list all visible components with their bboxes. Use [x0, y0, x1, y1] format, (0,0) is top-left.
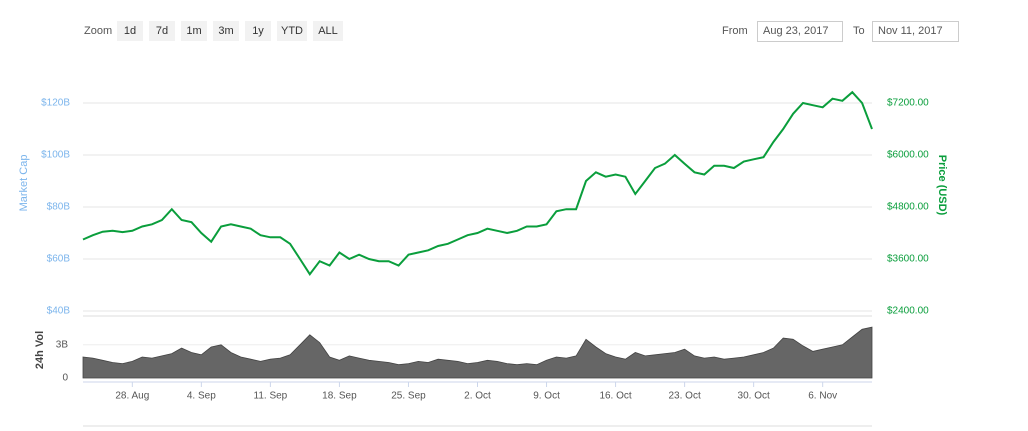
zoom-button-label[interactable]: 7d — [156, 25, 168, 37]
y2-axis-title: Price (USD) — [936, 155, 948, 216]
zoom-button-label[interactable]: ALL — [318, 25, 338, 37]
y-tick-label: $80B — [47, 202, 71, 213]
x-tick-label: 25. Sep — [391, 391, 426, 402]
zoom-button[interactable] — [277, 21, 307, 41]
volume-area — [82, 326, 873, 379]
y2-tick-label: $7200.00 — [887, 98, 929, 109]
to-date[interactable]: Nov 11, 2017 — [878, 25, 943, 37]
zoom-button[interactable] — [213, 21, 239, 41]
volume-axis-title: 24h Vol — [34, 331, 46, 369]
from-input[interactable] — [757, 21, 843, 42]
y2-tick-label: $2400.00 — [887, 306, 929, 317]
y-tick-label: 3B — [56, 339, 69, 350]
x-tick-label: 6. Nov — [808, 391, 837, 402]
y2-tick-label: $6000.00 — [887, 150, 929, 161]
x-tick-label: 2. Oct — [464, 391, 491, 402]
price-line — [82, 90, 873, 276]
y2-tick-label: $3600.00 — [887, 254, 929, 265]
to-label: To — [853, 25, 865, 37]
y-tick-label: $60B — [47, 254, 71, 265]
x-tick-label: 28. Aug — [115, 391, 149, 402]
x-tick-label: 23. Oct — [668, 391, 700, 402]
zoom-button[interactable] — [245, 21, 271, 41]
from-date[interactable]: Aug 23, 2017 — [763, 25, 828, 37]
y-axis-title: Market Cap — [18, 155, 30, 212]
y-tick-label: $100B — [41, 150, 70, 161]
zoom-button[interactable] — [313, 21, 343, 41]
zoom-button-label[interactable]: YTD — [281, 25, 303, 37]
y-tick-label: $120B — [41, 98, 70, 109]
y2-tick-label: $4800.00 — [887, 202, 929, 213]
x-tick-label: 30. Oct — [738, 391, 770, 402]
zoom-button[interactable] — [117, 21, 143, 41]
zoom-button-label[interactable]: 3m — [218, 25, 233, 37]
zoom-button[interactable] — [181, 21, 207, 41]
from-label: From — [722, 25, 748, 37]
zoom-button-label[interactable]: 1d — [124, 25, 136, 37]
zoom-button-label[interactable]: 1y — [252, 25, 264, 37]
x-tick-label: 4. Sep — [187, 391, 216, 402]
x-tick-label: 11. Sep — [254, 391, 288, 402]
x-tick-label: 18. Sep — [322, 391, 357, 402]
zoom-button-label[interactable]: 1m — [186, 25, 201, 37]
to-input[interactable] — [872, 21, 959, 42]
zoom-button[interactable] — [149, 21, 175, 41]
y-tick-label: $40B — [47, 306, 71, 317]
y-tick-label: 0 — [62, 373, 68, 384]
zoom-label: Zoom — [84, 25, 112, 37]
x-tick-label: 16. Oct — [599, 391, 631, 402]
x-tick-label: 9. Oct — [533, 391, 560, 402]
